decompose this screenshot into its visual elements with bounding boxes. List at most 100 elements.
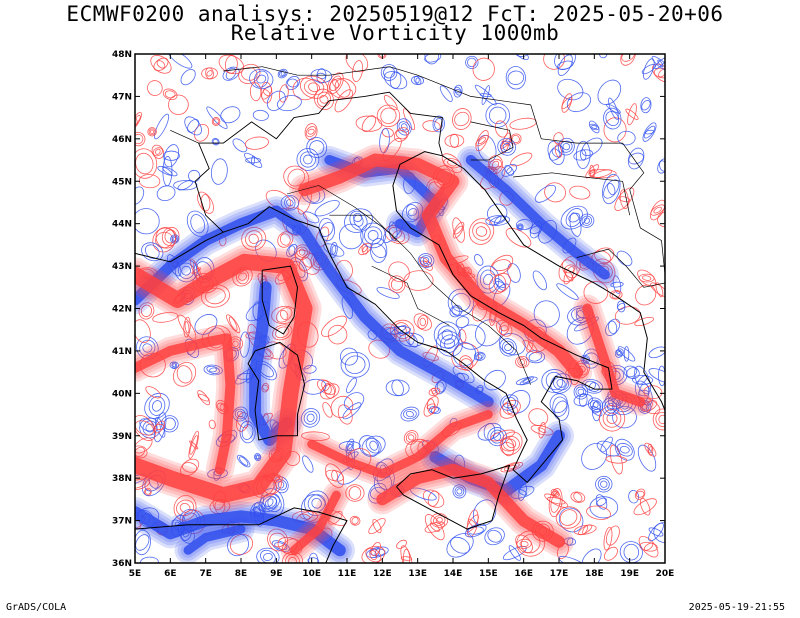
contour-loop xyxy=(163,144,180,168)
contour-loop xyxy=(334,79,351,98)
contour-loop xyxy=(561,97,573,109)
contour-loop xyxy=(171,361,178,369)
contour-loop xyxy=(273,476,289,494)
contour-loop xyxy=(155,148,161,155)
contour-loop xyxy=(650,199,665,221)
contour-loop xyxy=(172,236,177,242)
contour-loop xyxy=(144,392,170,419)
contour-loop xyxy=(555,506,582,529)
contour-loop xyxy=(338,223,364,250)
contour-loop xyxy=(619,445,630,454)
contour-loop xyxy=(522,339,538,353)
contour-loop xyxy=(367,230,379,241)
contour-loop xyxy=(648,346,665,359)
contour-loop xyxy=(200,194,211,212)
lon-tick-label: 14E xyxy=(444,569,463,579)
contour-loop xyxy=(156,60,166,69)
contour-loop xyxy=(553,491,557,496)
lat-tick-label: 36N xyxy=(112,559,132,569)
chart-title: ECMWF0200 analisys: 20250519@12 FcT: 202… xyxy=(66,2,724,26)
contour-loop xyxy=(302,378,327,395)
contour-loop xyxy=(637,375,648,385)
contour-loop xyxy=(586,505,611,520)
contour-loop xyxy=(606,402,615,411)
contour-loop xyxy=(324,384,336,399)
contour-loop xyxy=(400,406,420,422)
contour-loop xyxy=(296,148,320,171)
contour-loop xyxy=(400,556,413,561)
contour-loop xyxy=(267,496,278,509)
contour-loop xyxy=(517,357,528,367)
contour-loop xyxy=(454,111,470,127)
contour-loop xyxy=(561,259,578,279)
contour-loop xyxy=(603,526,613,551)
contour-loop xyxy=(495,280,506,288)
vorticity-band xyxy=(465,155,610,280)
contour-loop xyxy=(351,516,359,525)
chart-subtitle: Relative Vorticity 1000mb xyxy=(230,21,560,45)
coastline xyxy=(513,172,631,216)
contour-loop xyxy=(648,446,653,454)
contour-loop xyxy=(284,196,296,210)
contour-loop xyxy=(135,208,160,235)
contour-loop xyxy=(519,376,534,386)
contour-loop xyxy=(162,150,180,161)
contour-loop xyxy=(570,491,586,503)
contour-loop xyxy=(238,272,247,281)
contour-loop xyxy=(627,103,637,126)
contour-loop xyxy=(303,364,317,374)
lat-tick-label: 48N xyxy=(112,50,132,60)
contour-loop xyxy=(205,67,214,80)
contour-loop xyxy=(621,54,635,62)
contour-loop xyxy=(556,543,569,560)
contour-loop xyxy=(308,552,319,563)
grads-credit: GrADS/COLA xyxy=(6,602,67,613)
contour-loop xyxy=(135,148,158,179)
contour-loop xyxy=(439,85,453,102)
contour-loop xyxy=(554,400,568,417)
contour-loop xyxy=(436,381,445,393)
coastline xyxy=(198,91,443,156)
contour-loop xyxy=(135,529,151,556)
contour-loop xyxy=(614,348,624,358)
contour-loop xyxy=(575,140,591,170)
contour-loop xyxy=(343,392,365,411)
coastline xyxy=(223,66,665,275)
contour-loop xyxy=(505,227,532,248)
coastline xyxy=(261,265,298,335)
contour-loop xyxy=(237,454,251,468)
contour-loop xyxy=(587,397,604,413)
contour-loop xyxy=(224,55,238,74)
contour-loop xyxy=(653,206,663,214)
contour-loop xyxy=(285,554,300,563)
contour-loop xyxy=(475,352,484,360)
contour-loop xyxy=(617,303,626,310)
contour-loop xyxy=(592,169,613,178)
contour-loop xyxy=(543,54,565,70)
contour-loop xyxy=(225,67,237,80)
contour-loop xyxy=(541,369,568,393)
contour-loop xyxy=(464,523,487,538)
contour-loop xyxy=(147,127,157,137)
contour-loop xyxy=(206,70,213,77)
contour-loop xyxy=(557,78,584,101)
contour-loop xyxy=(413,76,422,85)
contour-loop xyxy=(581,548,602,563)
contour-loop xyxy=(176,365,193,384)
coastline xyxy=(135,231,224,263)
contour-loop xyxy=(249,82,262,102)
contour-loop xyxy=(581,215,593,226)
contour-loop xyxy=(372,518,382,534)
vorticity-band-halo xyxy=(180,521,249,558)
contour-loop xyxy=(575,386,587,398)
contour-loop xyxy=(553,376,570,391)
contour-loop xyxy=(610,281,624,288)
contour-loop xyxy=(176,499,195,517)
contour-loop xyxy=(568,212,581,223)
contour-loop xyxy=(364,226,383,245)
contour-loop xyxy=(488,272,511,294)
contour-loop xyxy=(650,204,665,216)
contour-loop xyxy=(164,90,176,99)
contour-loop xyxy=(657,365,665,387)
contour-loop xyxy=(449,133,460,148)
